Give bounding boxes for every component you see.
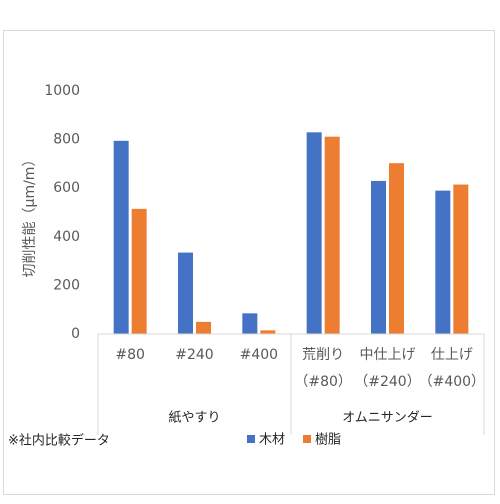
bar: [196, 321, 211, 334]
group-label: オムニサンダー: [342, 411, 433, 426]
bar: [242, 313, 258, 334]
bar: [371, 180, 386, 334]
bar: [178, 252, 193, 334]
x-tick-label: （#80）: [294, 374, 352, 390]
x-tick-label: #400: [240, 347, 278, 363]
bar: [113, 140, 129, 334]
y-tick-label: 200: [53, 277, 80, 293]
y-tick-label: 400: [53, 229, 80, 245]
bar: [306, 132, 322, 334]
bar: [453, 184, 469, 334]
legend-swatch: [303, 435, 312, 443]
x-tick-label: #240: [175, 347, 213, 363]
x-tick-label: 荒削り: [302, 347, 344, 363]
bar: [324, 136, 340, 334]
bar: [389, 163, 404, 334]
x-tick-label: #80: [115, 347, 145, 363]
legend-label: 樹脂: [315, 433, 341, 448]
bar: [435, 190, 451, 334]
bar: [260, 330, 276, 334]
y-tick-label: 1000: [44, 83, 80, 99]
y-tick-label: 600: [53, 180, 80, 196]
x-tick-label: 中仕上げ: [360, 347, 416, 363]
legend-swatch: [247, 435, 255, 443]
x-tick-label: 仕上げ: [431, 347, 473, 363]
y-axis-label: 切削性能（μm/m）: [22, 153, 38, 278]
chart-border: [3, 30, 495, 495]
x-tick-label: （#400）: [419, 374, 485, 390]
group-label: 紙やすり: [168, 411, 220, 426]
y-tick-label: 800: [53, 132, 80, 148]
bar: [131, 208, 147, 334]
legend-label: 木材: [259, 433, 285, 448]
y-tick-label: 0: [71, 326, 80, 342]
note: ※社内比較データ: [8, 433, 110, 449]
x-tick-label: （#240）: [354, 374, 420, 390]
